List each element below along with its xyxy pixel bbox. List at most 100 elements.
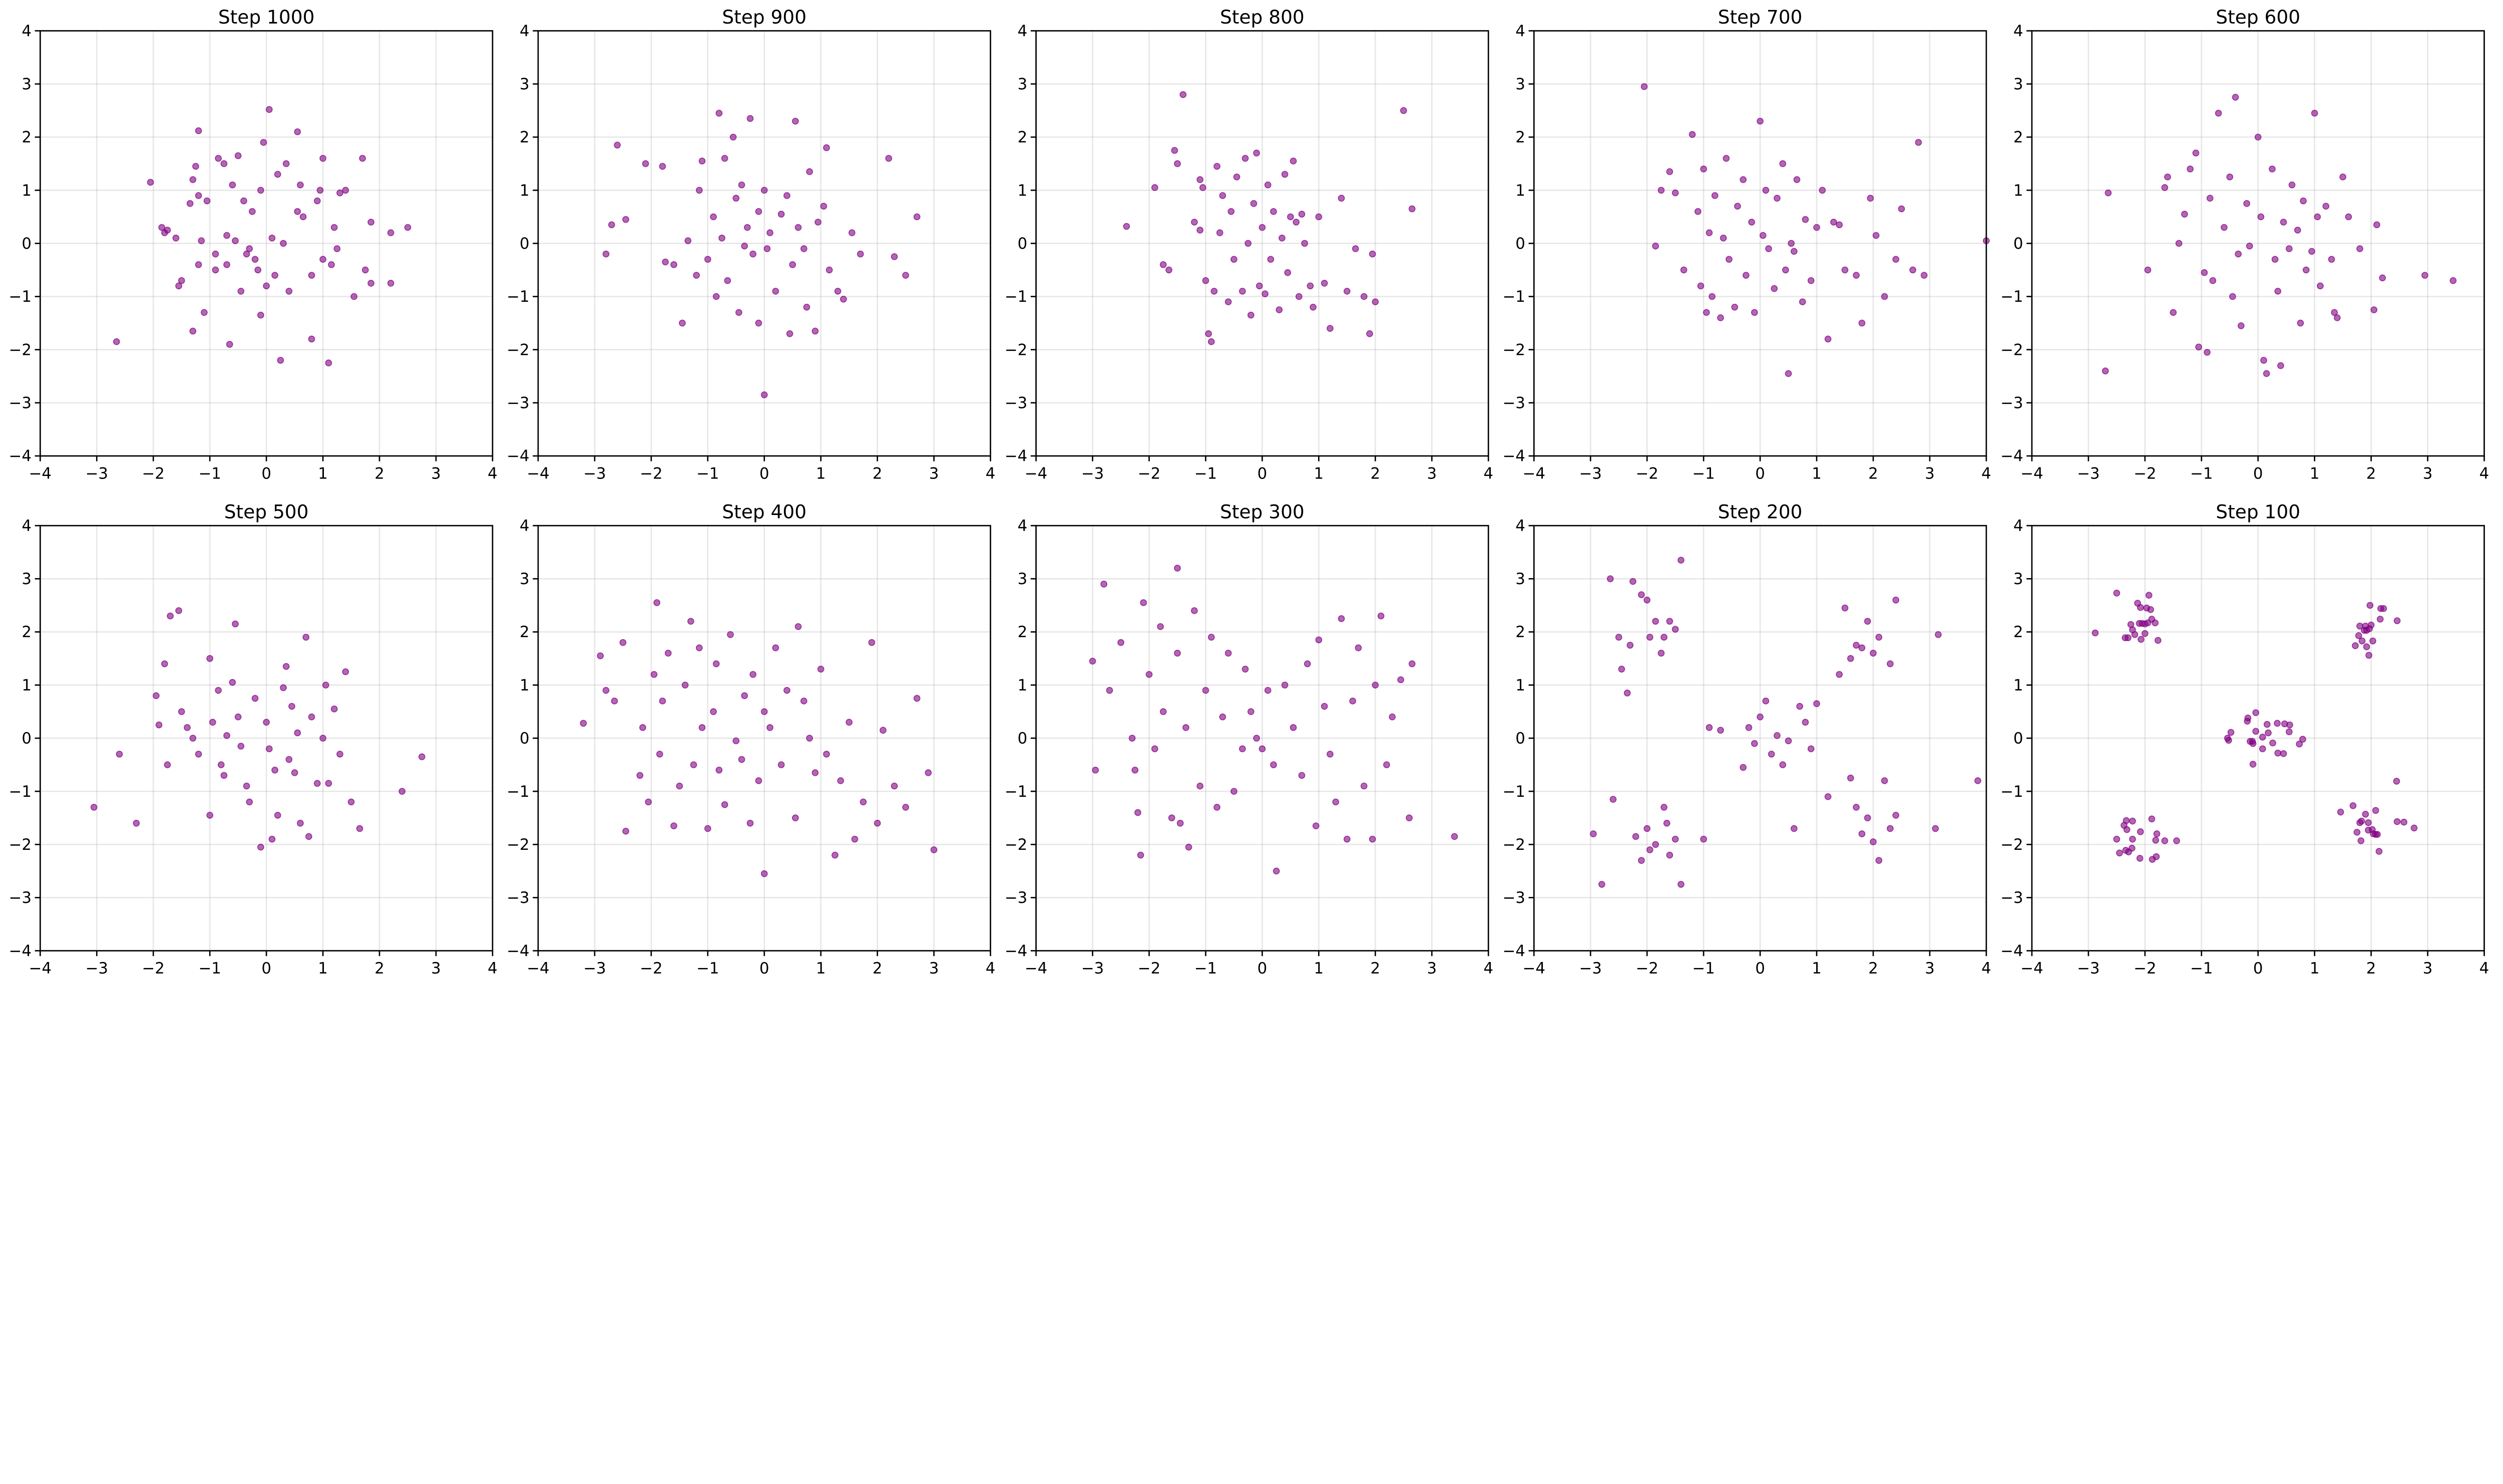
scatter-point — [322, 681, 329, 689]
scatter-point — [1338, 195, 1345, 202]
scatter-point — [1717, 314, 1724, 321]
x-tick-label: −2 — [640, 464, 662, 482]
x-tick-label: −3 — [1579, 959, 1602, 977]
x-tick-label: −2 — [1138, 959, 1160, 977]
scatter-point — [1666, 851, 1674, 859]
scatter-point — [1723, 155, 1730, 162]
y-tick-label: 1 — [22, 676, 32, 694]
scatter-point — [2380, 605, 2387, 612]
scatter-point — [2333, 314, 2341, 321]
scatter-point — [1802, 216, 1809, 223]
x-tick-label: −2 — [1635, 464, 1658, 482]
scatter-point — [2337, 808, 2344, 816]
scatter-point — [619, 639, 627, 646]
scatter-point — [1700, 835, 1707, 843]
y-tick-label: −2 — [507, 341, 529, 359]
y-tick-label: −3 — [507, 394, 529, 412]
scatter-point — [2252, 728, 2260, 735]
scatter-point — [777, 761, 785, 768]
scatter-point — [2288, 181, 2296, 189]
scatter-point — [2274, 749, 2282, 757]
scatter-point — [308, 335, 315, 343]
scatter-point — [1207, 634, 1215, 641]
y-tick-label: −2 — [2000, 836, 2023, 854]
scatter-point — [1131, 766, 1139, 774]
x-tick-label: 3 — [1925, 959, 1935, 977]
scatter-point — [1796, 703, 1803, 710]
scatter-point — [2311, 110, 2318, 117]
scatter-point — [1813, 224, 1820, 231]
x-tick-label: −1 — [1692, 464, 1715, 482]
scatter-point — [1174, 160, 1181, 167]
scatter-point — [2376, 616, 2384, 623]
scatter-point — [2355, 632, 2362, 639]
scatter-point — [265, 745, 273, 752]
scatter-point — [645, 798, 652, 806]
y-tick-label: −2 — [2000, 341, 2023, 359]
x-tick-label: 2 — [873, 959, 883, 977]
x-tick-label: −3 — [583, 464, 606, 482]
scatter-point — [2365, 819, 2372, 826]
scatter-point — [2148, 815, 2156, 823]
scatter-point — [1932, 825, 1939, 832]
scatter-point — [1740, 176, 1747, 183]
scatter-point — [1663, 819, 1671, 827]
scatter-point — [777, 211, 785, 218]
scatter-point — [1377, 612, 1385, 620]
scatter-point — [1100, 581, 1108, 588]
scatter-point — [2277, 362, 2284, 369]
scatter-point — [846, 719, 853, 726]
subplot-9: −4 −3 −2 −1 0 1 2 3 4 −4 −3 −2 −1 0 1 2 3 4 Step 200 — [1502, 501, 1991, 977]
scatter-point — [333, 245, 341, 252]
x-tick-label: −1 — [696, 464, 719, 482]
y-tick-label: −2 — [9, 836, 32, 854]
y-tick-label: −2 — [9, 341, 32, 359]
scatter-point — [913, 695, 921, 702]
scatter-point — [1934, 631, 1942, 638]
scatter-point — [1205, 330, 1212, 337]
scatter-point — [1646, 846, 1653, 853]
scatter-point — [1841, 266, 1849, 274]
scatter-point — [614, 141, 621, 149]
scatter-point — [249, 208, 256, 215]
scatter-point — [1210, 287, 1218, 295]
scatter-point — [184, 724, 191, 731]
scatter-point — [715, 110, 723, 117]
scatter-point — [1782, 266, 1789, 274]
scatter-point — [418, 753, 426, 760]
y-tick-label: 0 — [2013, 235, 2023, 253]
scatter-point — [1276, 306, 1283, 313]
x-tick-label: 0 — [2253, 464, 2263, 482]
scatter-point — [2175, 240, 2183, 247]
plot-area — [1534, 526, 1986, 951]
scatter-point — [860, 798, 867, 806]
scatter-point — [718, 234, 725, 242]
scatter-point — [760, 187, 768, 194]
scatter-point — [2149, 856, 2156, 863]
scatter-point — [2280, 750, 2287, 757]
scatter-point — [2366, 625, 2373, 633]
scatter-point — [189, 327, 197, 335]
scatter-point — [178, 708, 185, 715]
x-tick-label: 1 — [1314, 959, 1324, 977]
scatter-point — [2410, 824, 2418, 832]
scatter-point — [1128, 735, 1136, 742]
scatter-point — [285, 756, 293, 763]
plot-area — [1534, 31, 1986, 456]
subplot-2: −4 −3 −2 −1 0 1 2 3 4 −4 −3 −2 −1 0 1 2 3 4 Step 900 — [507, 6, 995, 483]
scatter-point — [2299, 736, 2306, 743]
scatter-point — [1892, 811, 1899, 819]
scatter-point — [291, 769, 298, 776]
scatter-point — [308, 713, 315, 721]
scatter-point — [2227, 729, 2235, 736]
x-tick-label: −2 — [1635, 959, 1658, 977]
scatter-point — [1799, 298, 1806, 305]
y-tick-label: 2 — [2013, 623, 2023, 641]
scatter-point — [1694, 208, 1702, 215]
scatter-point — [1259, 224, 1266, 231]
y-tick-label: −2 — [1502, 836, 1525, 854]
scatter-point — [1310, 303, 1317, 311]
plot-area — [40, 526, 493, 951]
scatter-point — [2145, 592, 2153, 599]
x-tick-label: −4 — [2020, 959, 2043, 977]
